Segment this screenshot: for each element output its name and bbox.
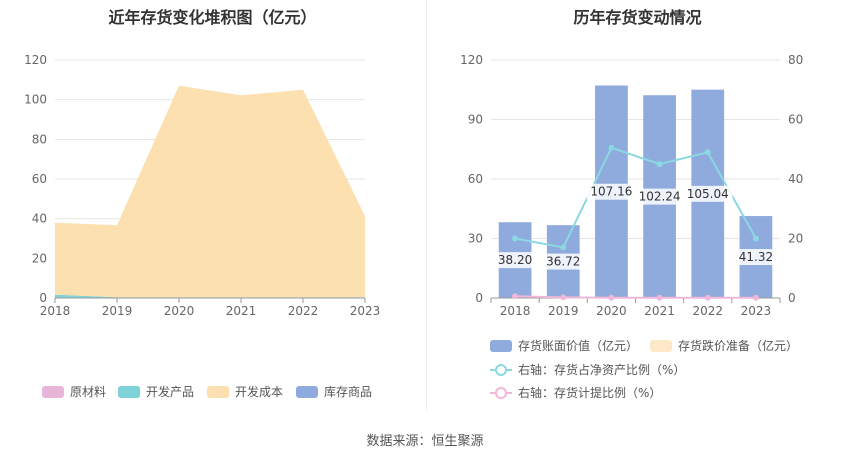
- line-point-2021: [656, 294, 663, 301]
- legend-label: 开发产品: [146, 385, 195, 399]
- line-net-asset-ratio: [514, 146, 757, 249]
- legend-swatch: [42, 385, 64, 398]
- legend-label: 右轴：存货占净资产比例（%）: [518, 363, 686, 377]
- x-tick-label: 2018: [500, 304, 531, 318]
- y2-tick-label: 20: [788, 232, 803, 246]
- legend-item-net-asset-ratio[interactable]: 右轴：存货占净资产比例（%）: [490, 361, 685, 378]
- legend-item-development-cost[interactable]: 开发成本: [207, 383, 283, 400]
- bar-value-label: 105.04: [687, 187, 729, 201]
- bar-value-label-bg: [682, 185, 733, 202]
- line-point-2018: [512, 293, 519, 300]
- bar-value-label: 41.32: [739, 250, 773, 264]
- legend-line-marker: [490, 363, 512, 376]
- legend-swatch: [490, 339, 512, 352]
- line-point-2021: [656, 161, 663, 168]
- area-库存商品: [55, 85, 365, 226]
- x-tick-label: 2019: [548, 304, 579, 318]
- area-开发成本: [55, 85, 365, 298]
- legend-swatch: [118, 385, 140, 398]
- legend-label: 开发成本: [235, 385, 284, 399]
- inventory-bar-line-chart: 0 30 60 90 120 0 20 40 60 80 2018 2019 2020 2021 2022 2…: [460, 53, 803, 318]
- y-tick-label: 30: [468, 232, 483, 246]
- y2-tick-label: 40: [788, 172, 803, 186]
- y-tick-label: 90: [468, 113, 483, 127]
- x-tick-label: 2021: [226, 304, 257, 318]
- x-tick-label: 2018: [40, 304, 71, 318]
- x-tick-label: 2019: [102, 304, 133, 318]
- data-source: 数据来源：恒生聚源: [366, 434, 484, 449]
- y2-tick-label: 60: [788, 113, 803, 127]
- legend-label: 右轴：存货计提比例（%）: [518, 386, 662, 400]
- line-point-2023: [752, 235, 759, 242]
- line-provision-ratio: [515, 295, 756, 299]
- legend-item-provision-ratio[interactable]: 右轴：存货计提比例（%）: [490, 384, 661, 401]
- y2-tick-label: 80: [788, 53, 803, 67]
- legend-item-developed-products[interactable]: 开发产品: [118, 383, 194, 400]
- y-tick-label: 0: [39, 291, 47, 305]
- legend-label: 原材料: [70, 385, 107, 399]
- x-tick-label: 2020: [164, 304, 195, 318]
- legend-label: 存货跌价准备（亿元）: [678, 339, 799, 353]
- bar-value-label: 102.24: [639, 190, 681, 204]
- area-开发产品: [55, 294, 365, 298]
- bar-value-label-bg: [494, 252, 537, 269]
- bar-value-label: 107.16: [590, 185, 632, 199]
- y-tick-label: 120: [460, 53, 483, 67]
- y-tick-label: 40: [32, 212, 47, 226]
- bar-value-label: 38.20: [498, 253, 532, 267]
- legend-item-book-value[interactable]: 存货账面价值（亿元）: [490, 337, 638, 354]
- legend-item-raw-materials[interactable]: 原材料: [42, 383, 106, 400]
- y-tick-label: 20: [32, 251, 47, 265]
- line-point-2020: [608, 294, 615, 301]
- y-tick-label: 60: [32, 172, 47, 186]
- line-point-2022: [704, 149, 711, 156]
- line-point-2023: [752, 294, 759, 301]
- left-chart-title: 近年存货变化堆积图（亿元）: [108, 8, 317, 27]
- y-tick-label: 100: [24, 93, 47, 107]
- line-point-2019: [560, 244, 567, 251]
- x-tick-label: 2020: [596, 304, 627, 318]
- panel-divider: [426, 0, 427, 410]
- x-tick-label: 2023: [350, 304, 381, 318]
- bar-value-label-bg: [542, 253, 585, 270]
- legend-item-inventory-goods[interactable]: 库存商品: [296, 383, 372, 400]
- line-point-2022: [704, 294, 711, 301]
- y-tick-label: 60: [468, 172, 483, 186]
- x-tick-label: 2021: [644, 304, 675, 318]
- bar-value-label-bg: [586, 183, 637, 200]
- bar-value-label-bg: [634, 188, 685, 205]
- right-chart-title: 历年存货变动情况: [573, 8, 702, 27]
- legend-label: 库存商品: [324, 385, 373, 399]
- line-point-2020: [608, 144, 615, 151]
- legend-swatch: [207, 385, 229, 398]
- line-point-2019: [560, 294, 567, 301]
- y2-tick-label: 0: [788, 291, 796, 305]
- y-tick-label: 80: [32, 132, 47, 146]
- bar-value-label-bg: [734, 249, 777, 266]
- legend-item-impairment[interactable]: 存货跌价准备（亿元）: [650, 337, 798, 354]
- legend-label: 存货账面价值（亿元）: [518, 339, 639, 353]
- legend-swatch: [296, 385, 318, 398]
- y-tick-label: 0: [475, 291, 483, 305]
- bar-value-label: 36.72: [546, 255, 580, 269]
- x-tick-label: 2022: [288, 304, 319, 318]
- legend-swatch: [650, 339, 672, 352]
- line-point-2018: [512, 235, 519, 242]
- legend-line-marker: [490, 386, 512, 399]
- x-tick-label: 2022: [692, 304, 723, 318]
- y-tick-label: 120: [24, 53, 47, 67]
- x-tick-label: 2023: [741, 304, 772, 318]
- stacked-area-chart: 0 20 40 60 80 100 120 2018 2019 2020 2021 2022 2023: [24, 53, 380, 318]
